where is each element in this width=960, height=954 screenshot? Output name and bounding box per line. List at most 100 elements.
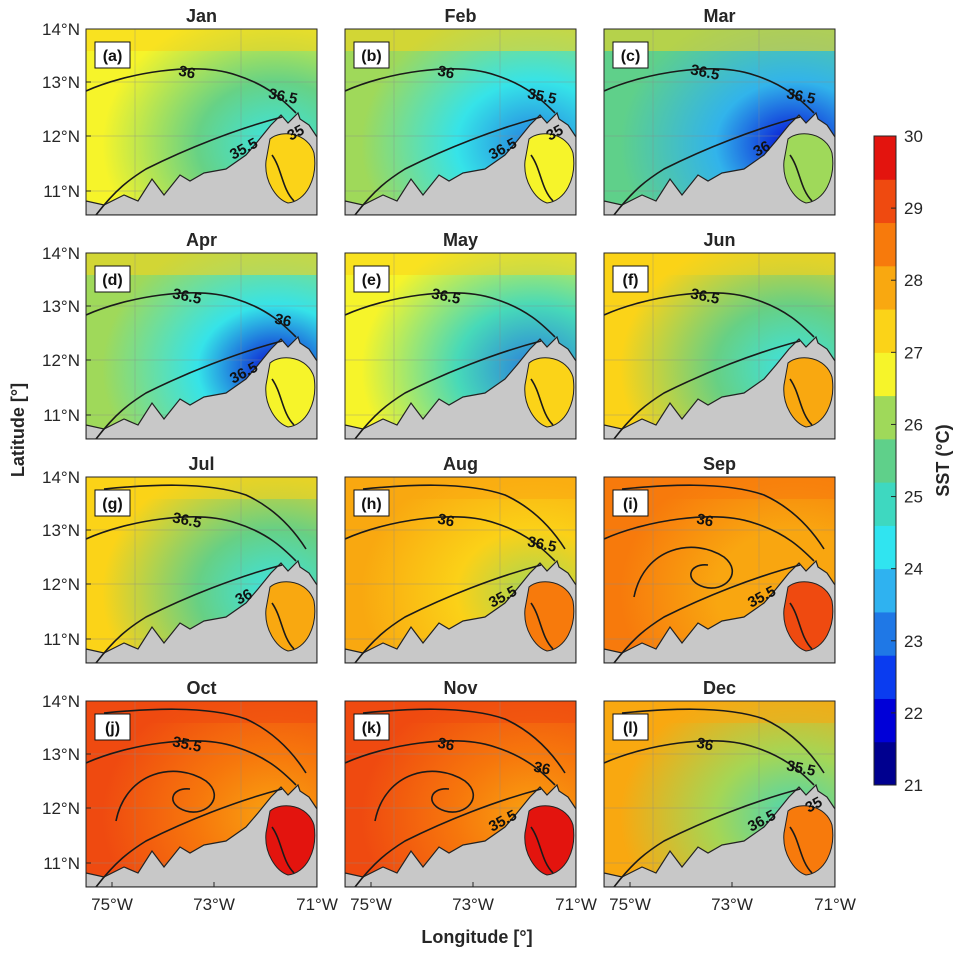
colorbar-tick-label: 25 <box>904 488 923 507</box>
panel-label: (j) <box>105 720 120 737</box>
contour-label: 36.5 <box>267 85 299 108</box>
y-tick-label: 14°N <box>42 20 80 39</box>
panel-frame <box>344 476 577 664</box>
panel-frame <box>85 700 318 888</box>
panel-label-box <box>612 265 649 293</box>
lake-maracaibo <box>265 133 316 204</box>
salinity-contour <box>613 340 801 439</box>
lake-maracaibo <box>524 357 575 428</box>
panel-title: Dec <box>703 678 736 698</box>
salinity-contour <box>95 788 283 887</box>
panel-title: Sep <box>703 454 736 474</box>
contour-label: 36 <box>177 63 197 83</box>
colorbar-segment <box>874 655 896 699</box>
panel-label-box <box>612 489 649 517</box>
y-tick-label: 11°N <box>43 630 80 649</box>
panel-label: (l) <box>623 720 638 737</box>
lake-maracaibo <box>524 805 575 876</box>
salinity-contour <box>604 740 815 786</box>
y-tick-label: 13°N <box>42 73 80 92</box>
panel-label-box <box>612 713 649 741</box>
colorbar: 30 29 28 27 26 25 24 23 22 21 SST (°C) <box>873 127 953 795</box>
panel-frame <box>85 28 318 216</box>
salinity-contour <box>613 788 801 887</box>
sst-offshore-band <box>604 29 835 51</box>
contour-label: 35 <box>544 122 567 145</box>
x-tick-label: 75°W <box>350 895 392 914</box>
land-mass <box>86 783 317 887</box>
land-mass <box>86 111 317 215</box>
contour-label: 36.5 <box>171 285 203 308</box>
land-mass <box>345 559 576 663</box>
panel-label: (i) <box>623 496 638 513</box>
land-mass <box>345 335 576 439</box>
salinity-contour <box>271 602 295 650</box>
salinity-contour <box>354 564 542 663</box>
land-mass <box>345 783 576 887</box>
lake-maracaibo <box>265 357 316 428</box>
contour-label: 36.5 <box>689 61 721 84</box>
contour-label: 35.5 <box>526 85 558 108</box>
lake-maracaibo <box>524 133 575 204</box>
salinity-contour <box>530 378 554 426</box>
panel-label-box <box>94 41 131 69</box>
salinity-contour <box>86 68 297 114</box>
sst-offshore-band <box>604 253 835 275</box>
panel-title: Nov <box>443 678 477 698</box>
y-tick-label: 13°N <box>42 745 80 764</box>
colorbar-tick-label: 21 <box>904 776 923 795</box>
colorbar-tick-label: 22 <box>904 704 923 723</box>
panel-frame <box>85 252 318 440</box>
salinity-contour <box>789 378 813 426</box>
panel-label-box <box>353 265 390 293</box>
contour-label: 36 <box>436 63 456 83</box>
y-tick-label: 14°N <box>42 692 80 711</box>
salinity-contour <box>530 826 554 874</box>
salinity-contour <box>604 292 815 338</box>
salinity-contour <box>86 292 297 338</box>
colorbar-segment <box>874 352 896 397</box>
sst-offshore-band <box>86 253 317 275</box>
panel-label-box <box>353 41 390 69</box>
panel-label: (c) <box>621 48 641 65</box>
salinity-contour <box>345 292 556 338</box>
contour-label: 36 <box>532 759 552 779</box>
contour-label: 36.5 <box>526 533 558 556</box>
panel-label-box <box>94 713 131 741</box>
x-tick-label: 71°W <box>555 895 597 914</box>
colorbar-segment <box>874 568 896 613</box>
panel-frame <box>85 476 318 664</box>
panel-label-box <box>353 713 390 741</box>
land-mass <box>604 783 835 887</box>
panel-frame <box>603 28 836 216</box>
land-mass <box>604 335 835 439</box>
panel-title: Jul <box>188 454 214 474</box>
contour-label: 35.5 <box>785 757 817 780</box>
salinity-contour <box>103 484 307 550</box>
salinity-contour <box>271 826 295 874</box>
salinity-contour <box>621 484 825 550</box>
salinity-contour <box>604 68 815 114</box>
map-panel-oct: 35.5 Oct (j) 14°N 13°N 12°N 11°N 75°W 73°W 71°W <box>42 678 338 914</box>
sst-offshore-band <box>86 29 317 51</box>
salinity-contour <box>374 770 474 822</box>
lake-maracaibo <box>783 357 834 428</box>
land-mass <box>86 559 317 663</box>
y-tick-label: 11°N <box>43 854 80 873</box>
panel-frame <box>344 252 577 440</box>
colorbar-segment <box>874 395 896 440</box>
panel-label: (e) <box>362 272 382 289</box>
colorbar-segment <box>874 222 896 267</box>
colorbar-segment <box>874 482 896 526</box>
colorbar-tick-label: 30 <box>904 127 923 146</box>
panel-title: Oct <box>186 678 216 698</box>
panel-label-box <box>353 489 390 517</box>
lake-maracaibo <box>524 581 575 652</box>
colorbar-segment <box>874 698 896 743</box>
colorbar-segment <box>874 265 896 310</box>
colorbar-tick-label: 28 <box>904 271 923 290</box>
